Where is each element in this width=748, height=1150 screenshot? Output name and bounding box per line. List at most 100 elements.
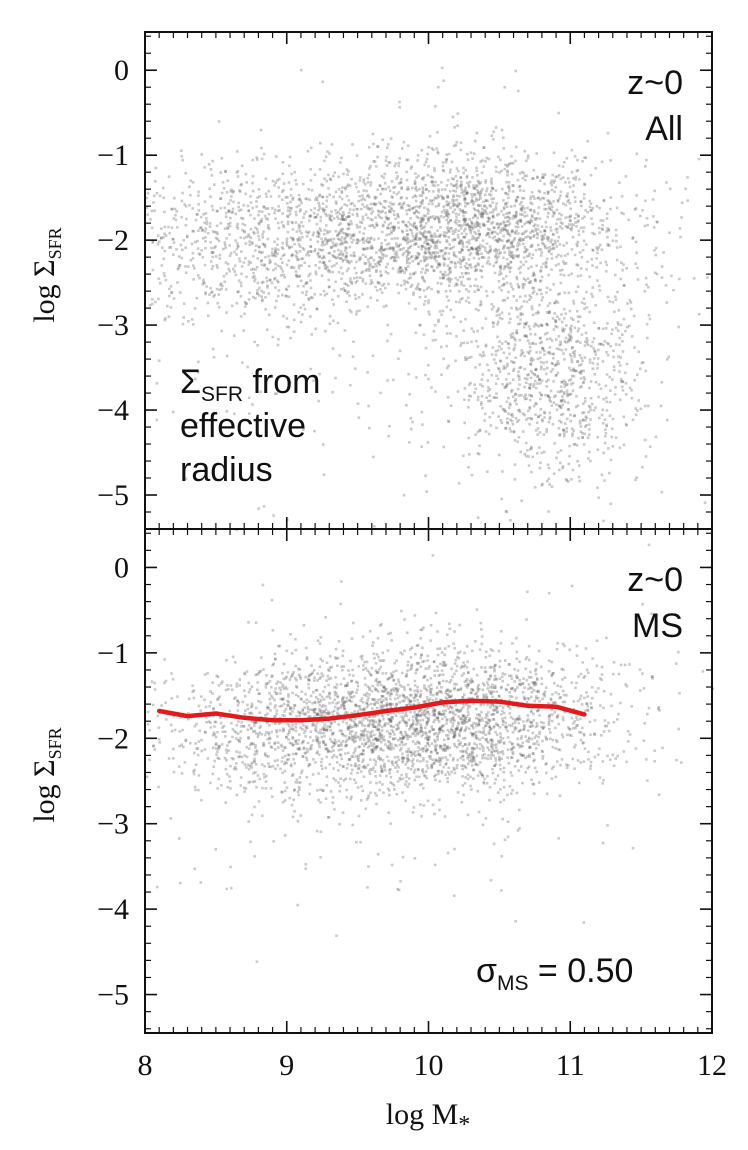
scatter-point	[514, 159, 517, 163]
scatter-point	[330, 746, 334, 749]
scatter-point	[471, 227, 475, 230]
scatter-point	[545, 360, 548, 364]
scatter-point	[227, 223, 230, 226]
scatter-point	[387, 223, 391, 226]
scatter-point	[467, 713, 470, 716]
scatter-point	[504, 264, 507, 268]
scatter-point	[459, 176, 462, 179]
scatter-point	[576, 339, 580, 343]
panel-bottom: 0−1−2−3−4−5 8 9 10 11 12 z~0 MS σMS = 0.50 l…	[28, 528, 727, 1138]
scatter-point	[528, 342, 531, 345]
scatter-point	[447, 766, 451, 770]
scatter-point	[243, 305, 247, 308]
top-redshift-label: z~0	[627, 64, 683, 102]
scatter-point	[567, 274, 571, 277]
scatter-point	[557, 235, 560, 239]
scatter-point	[381, 138, 385, 141]
scatter-point	[565, 383, 568, 387]
scatter-point	[462, 255, 465, 259]
scatter-point	[547, 378, 550, 382]
scatter-point	[415, 376, 418, 379]
scatter-point	[471, 247, 474, 251]
scatter-point	[265, 267, 268, 270]
scatter-point	[496, 349, 500, 352]
scatter-point	[528, 221, 532, 224]
scatter-point	[514, 338, 517, 342]
scatter-point	[530, 214, 534, 217]
scatter-point	[507, 180, 511, 184]
scatter-point	[285, 325, 289, 329]
scatter-point	[457, 213, 461, 216]
scatter-point	[633, 378, 636, 382]
scatter-point	[290, 207, 293, 210]
scatter-point	[558, 404, 561, 408]
scatter-point	[452, 642, 455, 645]
scatter-point	[499, 222, 503, 225]
scatter-point	[379, 270, 382, 273]
scatter-point	[657, 707, 660, 710]
scatter-point	[360, 207, 363, 211]
scatter-point	[455, 186, 459, 190]
scatter-point	[444, 160, 448, 164]
scatter-point	[536, 357, 540, 361]
scatter-point	[390, 255, 394, 259]
scatter-point	[286, 215, 290, 219]
scatter-point	[566, 252, 570, 256]
scatter-point	[321, 195, 325, 199]
scatter-point	[582, 380, 585, 384]
scatter-point	[527, 281, 531, 284]
scatter-point	[562, 352, 565, 355]
scatter-point	[501, 227, 504, 230]
scatter-point	[340, 190, 344, 193]
scatter-point	[405, 209, 408, 212]
scatter-point	[217, 757, 221, 761]
scatter-point	[376, 188, 379, 192]
scatter-point	[257, 188, 261, 191]
scatter-point	[530, 202, 534, 206]
scatter-point	[367, 260, 371, 264]
scatter-point	[438, 255, 441, 258]
scatter-point	[182, 302, 186, 305]
scatter-point	[318, 193, 322, 197]
scatter-point	[560, 320, 564, 324]
scatter-point	[521, 312, 524, 316]
scatter-point	[465, 357, 469, 361]
scatter-point	[561, 403, 564, 407]
scatter-point	[433, 744, 437, 748]
scatter-point	[495, 678, 499, 681]
scatter-point	[427, 218, 430, 221]
scatter-point	[358, 230, 361, 234]
scatter-point	[371, 246, 374, 250]
scatter-point	[523, 174, 527, 178]
scatter-point	[331, 801, 335, 804]
scatter-point	[612, 720, 616, 724]
scatter-point	[338, 354, 341, 357]
scatter-point	[528, 387, 532, 390]
scatter-point	[478, 444, 481, 448]
scatter-point	[578, 419, 582, 423]
scatter-point	[469, 731, 473, 735]
scatter-point	[456, 205, 459, 209]
scatter-point	[328, 193, 331, 197]
scatter-point	[399, 243, 402, 246]
scatter-point	[270, 795, 274, 798]
scatter-point	[555, 347, 559, 350]
scatter-point	[220, 191, 224, 195]
scatter-point	[506, 296, 509, 300]
scatter-point	[643, 404, 647, 408]
scatter-point	[521, 238, 525, 241]
scatter-point	[573, 352, 576, 356]
scatter-point	[341, 227, 344, 231]
scatter-point	[548, 411, 552, 415]
scatter-point	[618, 336, 622, 340]
scatter-point	[211, 230, 215, 233]
scatter-point	[575, 369, 578, 373]
scatter-point	[473, 222, 477, 226]
scatter-point	[241, 217, 245, 220]
scatter-point	[455, 182, 458, 186]
scatter-point	[433, 269, 436, 273]
scatter-point	[446, 211, 450, 214]
scatter-point	[289, 266, 293, 269]
scatter-point	[372, 238, 376, 241]
scatter-point	[340, 206, 343, 209]
